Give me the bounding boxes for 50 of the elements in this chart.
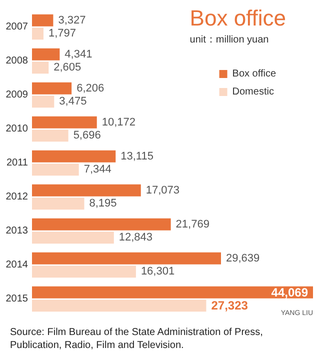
bar xyxy=(32,62,49,74)
bar xyxy=(32,300,206,312)
data-label: 29,639 xyxy=(226,252,260,264)
bar xyxy=(32,164,79,176)
y-tick-label: 2014 xyxy=(6,260,28,270)
bar xyxy=(32,252,221,264)
bar xyxy=(32,14,54,26)
chart-title: Box office xyxy=(190,6,286,30)
data-label: 13,115 xyxy=(120,150,154,162)
bar xyxy=(32,96,54,108)
data-label: 27,323 xyxy=(211,298,248,313)
data-label: 44,069 xyxy=(271,285,308,300)
bar xyxy=(32,82,72,94)
source-note: Source: Film Bureau of the State Administration of Press, Publication, Radio, Film and Television. xyxy=(10,327,266,351)
legend-label: Domestic xyxy=(232,86,274,98)
bar xyxy=(32,286,313,298)
bar xyxy=(32,48,60,60)
y-tick-label: 2011 xyxy=(6,158,28,168)
data-label: 5,696 xyxy=(73,130,101,142)
y-tick-label: 2013 xyxy=(6,226,28,236)
bar xyxy=(32,218,171,230)
y-tick-label: 2009 xyxy=(6,90,28,100)
bar xyxy=(32,130,68,142)
data-label: 7,344 xyxy=(84,164,112,176)
data-label: 16,301 xyxy=(140,266,175,278)
y-tick-label: 2010 xyxy=(6,124,28,134)
data-label: 8,195 xyxy=(89,198,117,210)
y-tick-label: 2007 xyxy=(6,22,28,32)
text: unit：million yuan xyxy=(190,34,269,46)
data-label: 6,206 xyxy=(76,82,104,94)
data-label: 10,172 xyxy=(102,116,136,128)
data-label: 17,073 xyxy=(146,184,180,196)
bar xyxy=(32,266,136,278)
data-label: 2,605 xyxy=(54,62,82,74)
legend-label: Box office xyxy=(232,68,276,80)
data-label: 4,341 xyxy=(64,48,92,60)
y-tick-label: 2015 xyxy=(6,294,28,304)
bar xyxy=(32,116,97,128)
bar xyxy=(32,184,141,196)
data-label: 12,843 xyxy=(118,232,153,244)
data-label: 1,797 xyxy=(48,28,76,40)
bar xyxy=(32,28,44,40)
bar xyxy=(32,198,84,210)
bar xyxy=(32,232,114,244)
data-label: 3,475 xyxy=(59,96,87,108)
data-label: 3,327 xyxy=(58,14,86,26)
bar xyxy=(32,150,116,162)
y-tick-label: 2012 xyxy=(6,192,28,202)
y-tick-label: 2008 xyxy=(6,56,28,66)
data-label: 21,769 xyxy=(176,218,210,230)
